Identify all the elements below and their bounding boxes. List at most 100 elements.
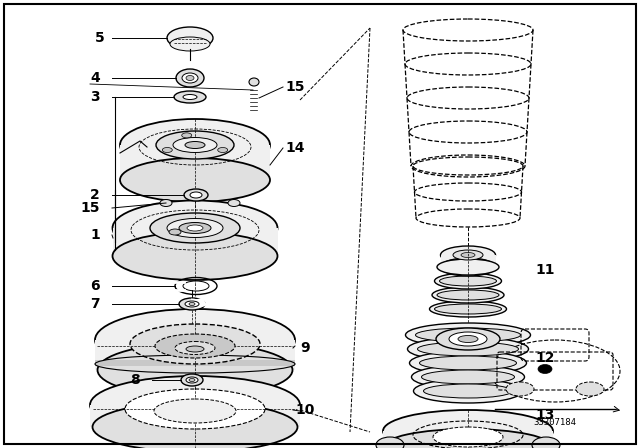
Ellipse shape — [93, 402, 298, 448]
Ellipse shape — [185, 142, 205, 148]
Bar — [441, 255, 496, 267]
Text: 7: 7 — [90, 297, 100, 311]
Text: 14: 14 — [285, 141, 305, 155]
Ellipse shape — [97, 343, 292, 397]
Ellipse shape — [186, 346, 204, 352]
Ellipse shape — [458, 336, 478, 343]
Ellipse shape — [419, 356, 516, 370]
Text: 10: 10 — [295, 403, 315, 417]
Ellipse shape — [173, 138, 217, 152]
Ellipse shape — [167, 219, 223, 237]
Bar — [120, 145, 270, 180]
Ellipse shape — [383, 410, 553, 448]
Text: 5: 5 — [95, 31, 105, 45]
Ellipse shape — [154, 399, 236, 423]
Ellipse shape — [440, 246, 495, 264]
Ellipse shape — [249, 78, 259, 86]
Text: 4: 4 — [90, 71, 100, 85]
Text: 2: 2 — [90, 188, 100, 202]
Text: 1: 1 — [90, 228, 100, 242]
Ellipse shape — [176, 69, 204, 87]
Ellipse shape — [182, 133, 192, 138]
Ellipse shape — [113, 232, 278, 280]
Ellipse shape — [120, 119, 270, 171]
Ellipse shape — [90, 376, 300, 434]
Bar — [95, 360, 295, 366]
Wedge shape — [188, 297, 207, 308]
Ellipse shape — [125, 389, 265, 429]
Ellipse shape — [179, 298, 205, 310]
Ellipse shape — [432, 287, 504, 303]
Ellipse shape — [186, 377, 198, 383]
Bar — [383, 431, 553, 447]
Ellipse shape — [156, 131, 234, 159]
Ellipse shape — [538, 365, 552, 374]
Text: 13: 13 — [535, 408, 555, 422]
Text: 33307184: 33307184 — [534, 418, 577, 427]
Ellipse shape — [410, 351, 527, 375]
Text: 15: 15 — [285, 80, 305, 94]
Ellipse shape — [189, 302, 195, 306]
Ellipse shape — [95, 309, 295, 371]
Text: 8: 8 — [131, 373, 140, 387]
Ellipse shape — [183, 95, 197, 99]
Ellipse shape — [184, 189, 208, 201]
Ellipse shape — [130, 324, 260, 364]
Ellipse shape — [424, 384, 513, 398]
Bar — [113, 228, 278, 256]
Ellipse shape — [120, 158, 270, 202]
Ellipse shape — [163, 147, 172, 152]
Ellipse shape — [422, 370, 515, 384]
Ellipse shape — [181, 374, 203, 386]
Ellipse shape — [155, 334, 235, 358]
Ellipse shape — [228, 199, 240, 207]
Ellipse shape — [440, 258, 495, 276]
Ellipse shape — [175, 341, 215, 354]
Text: 15: 15 — [81, 201, 100, 215]
Ellipse shape — [160, 199, 172, 207]
Text: 11: 11 — [535, 263, 555, 277]
Bar — [95, 340, 295, 370]
Ellipse shape — [182, 73, 198, 83]
Ellipse shape — [413, 379, 522, 403]
Text: 12: 12 — [535, 351, 555, 365]
Text: 9: 9 — [300, 341, 310, 355]
Ellipse shape — [412, 365, 525, 389]
Ellipse shape — [174, 91, 206, 103]
Text: 3: 3 — [90, 90, 100, 104]
Ellipse shape — [429, 301, 506, 317]
Ellipse shape — [417, 342, 518, 356]
Text: 6: 6 — [90, 279, 100, 293]
Ellipse shape — [406, 323, 531, 347]
Ellipse shape — [186, 76, 194, 81]
Ellipse shape — [532, 437, 560, 448]
Ellipse shape — [440, 276, 497, 286]
Ellipse shape — [436, 328, 500, 350]
Bar — [90, 405, 300, 427]
Ellipse shape — [189, 379, 195, 382]
Ellipse shape — [449, 332, 487, 346]
Ellipse shape — [218, 147, 228, 152]
Ellipse shape — [383, 429, 553, 448]
Ellipse shape — [376, 437, 404, 448]
Ellipse shape — [190, 192, 202, 198]
Ellipse shape — [185, 301, 199, 307]
Ellipse shape — [408, 337, 529, 361]
Ellipse shape — [169, 229, 181, 235]
Ellipse shape — [170, 37, 210, 51]
Ellipse shape — [150, 213, 240, 243]
Ellipse shape — [437, 259, 499, 275]
Ellipse shape — [435, 273, 502, 289]
Ellipse shape — [437, 290, 499, 300]
Ellipse shape — [179, 223, 211, 233]
Ellipse shape — [506, 382, 534, 396]
Ellipse shape — [433, 427, 503, 447]
Ellipse shape — [167, 27, 213, 49]
Ellipse shape — [415, 328, 520, 342]
Ellipse shape — [576, 382, 604, 396]
Ellipse shape — [113, 201, 278, 255]
Ellipse shape — [435, 304, 502, 314]
Ellipse shape — [453, 250, 483, 260]
Ellipse shape — [461, 253, 475, 258]
Ellipse shape — [187, 225, 203, 231]
